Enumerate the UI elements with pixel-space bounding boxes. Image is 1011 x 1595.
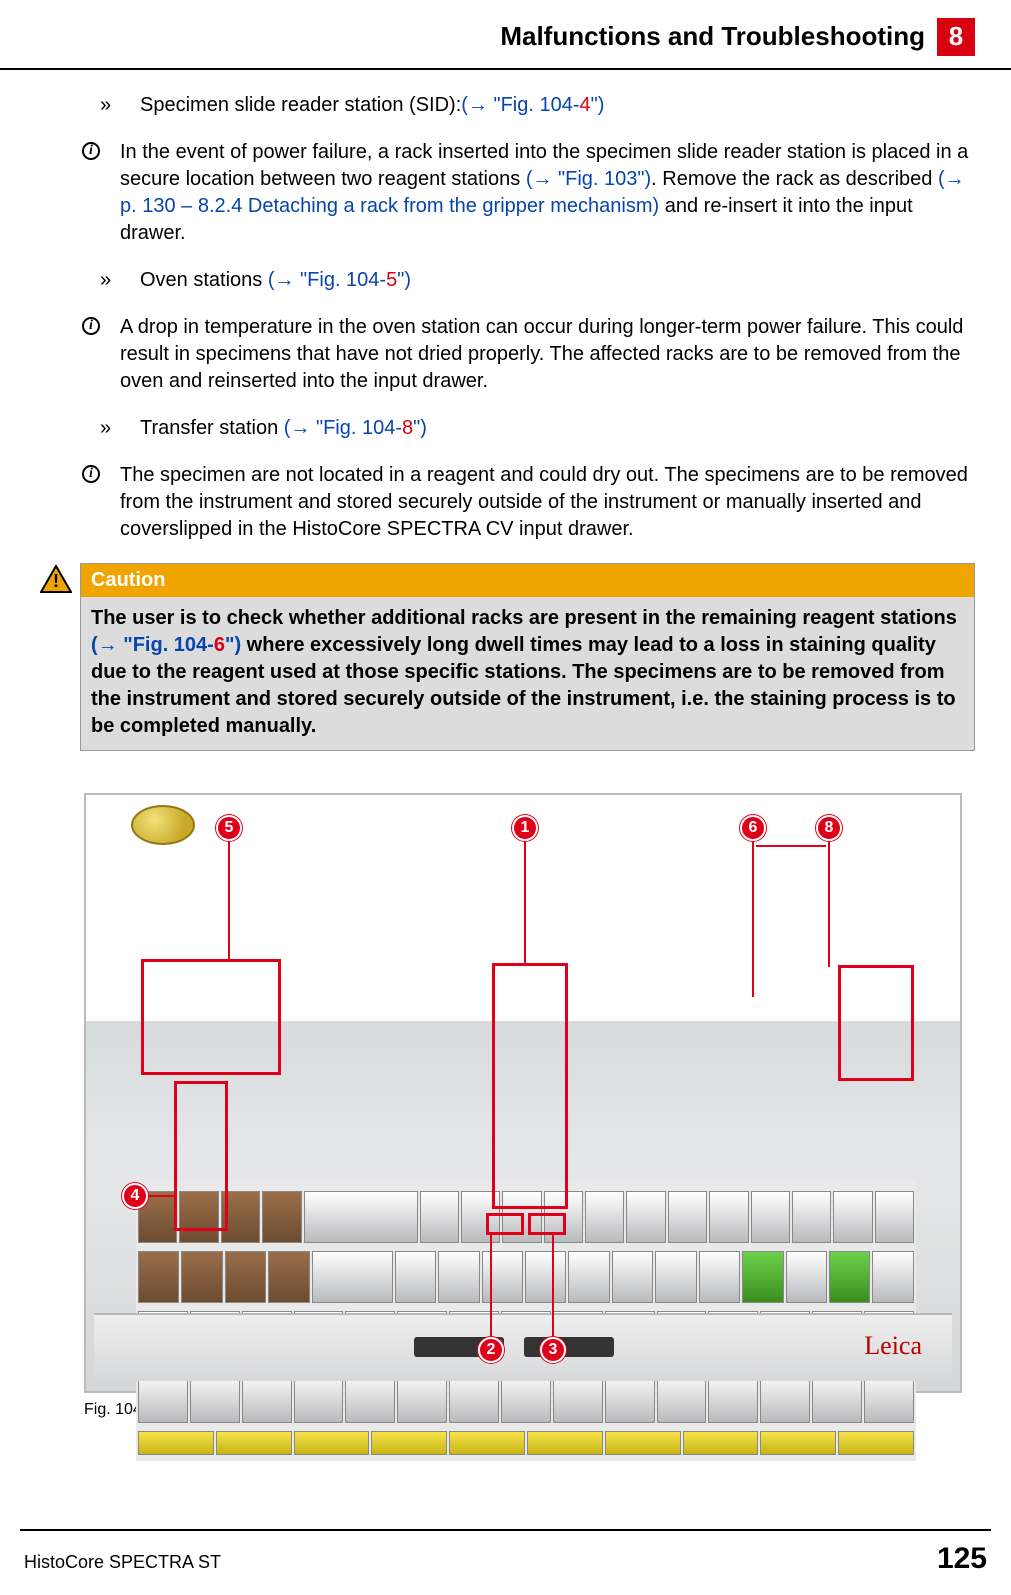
fig-link[interactable]: (→ "Fig. 104-8") <box>284 417 427 439</box>
header-rule <box>0 68 1011 70</box>
list-item-sid: » Specimen slide reader station (SID):(→… <box>80 92 975 119</box>
callout-4: 4 <box>122 1183 148 1209</box>
page-footer: HistoCore SPECTRA ST 125 <box>0 1529 1011 1580</box>
list-item-oven: » Oven stations (→ "Fig. 104-5") <box>80 267 975 294</box>
fig-link[interactable]: (→ "Fig. 104-6") <box>91 634 241 656</box>
page-header: Malfunctions and Troubleshooting 8 <box>36 18 975 68</box>
bullet-icon: » <box>100 92 122 119</box>
highlight-3 <box>528 1213 566 1235</box>
list-item-info-3: i The specimen are not located in a reag… <box>80 462 975 543</box>
fig-link[interactable]: (→ "Fig. 104-4") <box>461 94 604 116</box>
highlight-1 <box>492 963 568 1209</box>
fig-link[interactable]: (→ "Fig. 103") <box>526 168 651 190</box>
footer-page-number: 125 <box>937 1539 987 1580</box>
header-title: Malfunctions and Troubleshooting <box>500 19 925 54</box>
bullet-icon: » <box>100 267 122 294</box>
callout-1: 1 <box>512 815 538 841</box>
brand-logo: Leica <box>864 1328 922 1363</box>
caution-text: The user is to check whether additional … <box>81 597 974 750</box>
list-item-info-2: i A drop in temperature in the oven stat… <box>80 314 975 395</box>
footer-product: HistoCore SPECTRA ST <box>24 1550 221 1574</box>
figure-104: Leica 5 1 6 8 4 2 3 <box>84 793 962 1393</box>
highlight-5 <box>141 959 281 1075</box>
chapter-badge: 8 <box>937 18 975 56</box>
caution-body: Caution The user is to check whether add… <box>80 563 975 751</box>
item-text: Oven stations (→ "Fig. 104-5") <box>140 267 411 294</box>
content-body: » Specimen slide reader station (SID):(→… <box>36 92 975 1421</box>
instrument-top-knob <box>131 805 195 845</box>
callout-6: 6 <box>740 815 766 841</box>
list-item-info-1: i In the event of power failure, a rack … <box>80 139 975 247</box>
caution-head: Caution <box>81 564 974 597</box>
callout-5: 5 <box>216 815 242 841</box>
callout-3: 3 <box>540 1337 566 1363</box>
highlight-2 <box>486 1213 524 1235</box>
item-text: Specimen slide reader station (SID):(→ "… <box>140 92 604 119</box>
item-text: In the event of power failure, a rack in… <box>120 139 971 247</box>
highlight-8 <box>838 965 914 1081</box>
instrument-front-bar: Leica <box>94 1313 952 1381</box>
info-icon: i <box>80 462 102 543</box>
list-item-transfer: » Transfer station (→ "Fig. 104-8") <box>80 415 975 442</box>
highlight-4 <box>174 1081 228 1231</box>
warning-icon: ! <box>40 563 72 751</box>
callout-8: 8 <box>816 815 842 841</box>
callout-2: 2 <box>478 1337 504 1363</box>
svg-text:!: ! <box>53 571 59 591</box>
figure-wrap: Leica 5 1 6 8 4 2 3 <box>84 793 975 1421</box>
info-icon: i <box>80 314 102 395</box>
item-text: The specimen are not located in a reagen… <box>120 462 971 543</box>
item-text: Transfer station (→ "Fig. 104-8") <box>140 415 427 442</box>
caution-block: ! Caution The user is to check whether a… <box>40 563 975 751</box>
info-icon: i <box>80 139 102 247</box>
item-text: A drop in temperature in the oven statio… <box>120 314 971 395</box>
fig-link[interactable]: (→ "Fig. 104-5") <box>268 269 411 291</box>
bullet-icon: » <box>100 415 122 442</box>
